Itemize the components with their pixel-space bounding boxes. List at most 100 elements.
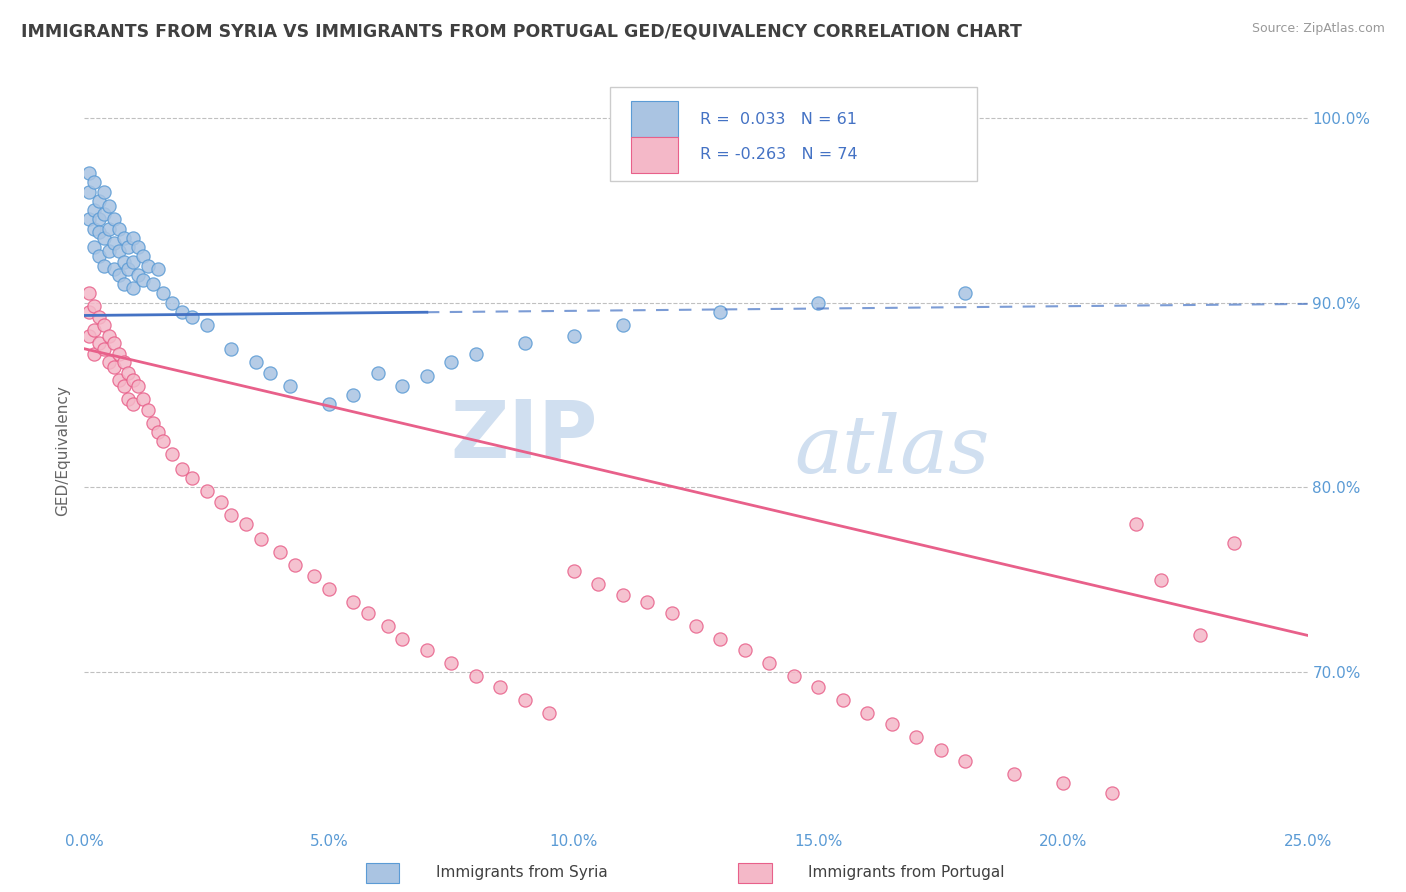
Point xyxy=(122,255,145,269)
Y-axis label: GED/Equivalency: GED/Equivalency xyxy=(55,385,70,516)
Point xyxy=(440,354,463,368)
Text: Immigrants from Syria: Immigrants from Syria xyxy=(436,865,607,880)
Point xyxy=(87,212,110,227)
Point xyxy=(103,262,125,277)
Point xyxy=(107,221,129,235)
Point xyxy=(880,717,903,731)
Point xyxy=(83,240,105,254)
Point xyxy=(87,225,110,239)
Point xyxy=(97,221,120,235)
FancyBboxPatch shape xyxy=(610,87,977,181)
FancyBboxPatch shape xyxy=(631,101,678,137)
Point xyxy=(304,569,326,583)
Point xyxy=(107,244,129,258)
Point xyxy=(209,495,232,509)
Point xyxy=(1101,786,1123,800)
Point xyxy=(93,185,115,199)
Point xyxy=(1052,776,1074,790)
Point xyxy=(612,318,634,332)
Point xyxy=(377,619,399,633)
Point xyxy=(1002,767,1025,781)
Point xyxy=(172,305,194,319)
Point xyxy=(1223,536,1246,550)
Point xyxy=(97,199,120,213)
Point xyxy=(162,295,184,310)
Point xyxy=(709,632,731,646)
Point xyxy=(77,305,100,319)
Point xyxy=(440,656,463,670)
Point xyxy=(87,310,110,325)
Point xyxy=(181,310,204,325)
Point xyxy=(195,318,218,332)
Point xyxy=(219,342,242,356)
Point xyxy=(93,342,115,356)
Point xyxy=(142,416,165,430)
Point xyxy=(122,397,145,411)
Point xyxy=(391,378,413,392)
Point xyxy=(127,378,149,392)
Point xyxy=(77,185,100,199)
Point xyxy=(83,175,105,189)
Point xyxy=(142,277,165,291)
Point xyxy=(87,194,110,208)
Point xyxy=(513,336,536,351)
Point xyxy=(77,212,100,227)
Point xyxy=(127,268,149,282)
Point xyxy=(146,425,169,439)
Point xyxy=(162,447,184,461)
Text: ZIP: ZIP xyxy=(451,396,598,475)
Point xyxy=(146,262,169,277)
FancyBboxPatch shape xyxy=(631,136,678,173)
Point xyxy=(112,277,135,291)
Point xyxy=(112,231,135,245)
Point xyxy=(122,373,145,387)
Point xyxy=(97,244,120,258)
Point xyxy=(93,207,115,221)
Point xyxy=(112,378,135,392)
Point xyxy=(117,240,139,254)
Point xyxy=(112,354,135,368)
Point xyxy=(1150,573,1173,587)
Point xyxy=(103,212,125,227)
Point xyxy=(416,643,439,657)
Point xyxy=(856,706,879,720)
Point xyxy=(93,318,115,332)
Point xyxy=(661,606,683,620)
Point xyxy=(117,392,139,406)
Point xyxy=(117,366,139,380)
Point xyxy=(77,166,100,180)
Point xyxy=(77,286,100,301)
Point xyxy=(318,397,340,411)
Point xyxy=(391,632,413,646)
Point xyxy=(93,259,115,273)
Point xyxy=(97,354,120,368)
Point xyxy=(807,295,830,310)
Point xyxy=(416,369,439,384)
Point xyxy=(929,743,952,757)
Text: Source: ZipAtlas.com: Source: ZipAtlas.com xyxy=(1251,22,1385,36)
Point xyxy=(685,619,707,633)
Point xyxy=(117,262,139,277)
Point xyxy=(953,286,976,301)
Point xyxy=(132,273,155,287)
Point xyxy=(172,462,194,476)
Point xyxy=(953,754,976,768)
Point xyxy=(152,434,174,449)
Point xyxy=(87,249,110,263)
Point xyxy=(538,706,561,720)
Point xyxy=(1188,628,1211,642)
Point xyxy=(513,693,536,707)
Point xyxy=(97,328,120,343)
Point xyxy=(357,606,380,620)
Point xyxy=(83,202,105,217)
Point xyxy=(562,564,585,578)
Point xyxy=(83,347,105,361)
Point xyxy=(83,299,105,313)
Point xyxy=(709,305,731,319)
Point xyxy=(367,366,389,380)
Point xyxy=(136,402,159,417)
Point xyxy=(758,656,780,670)
Point xyxy=(122,231,145,245)
Point xyxy=(77,328,100,343)
Point xyxy=(342,388,364,402)
